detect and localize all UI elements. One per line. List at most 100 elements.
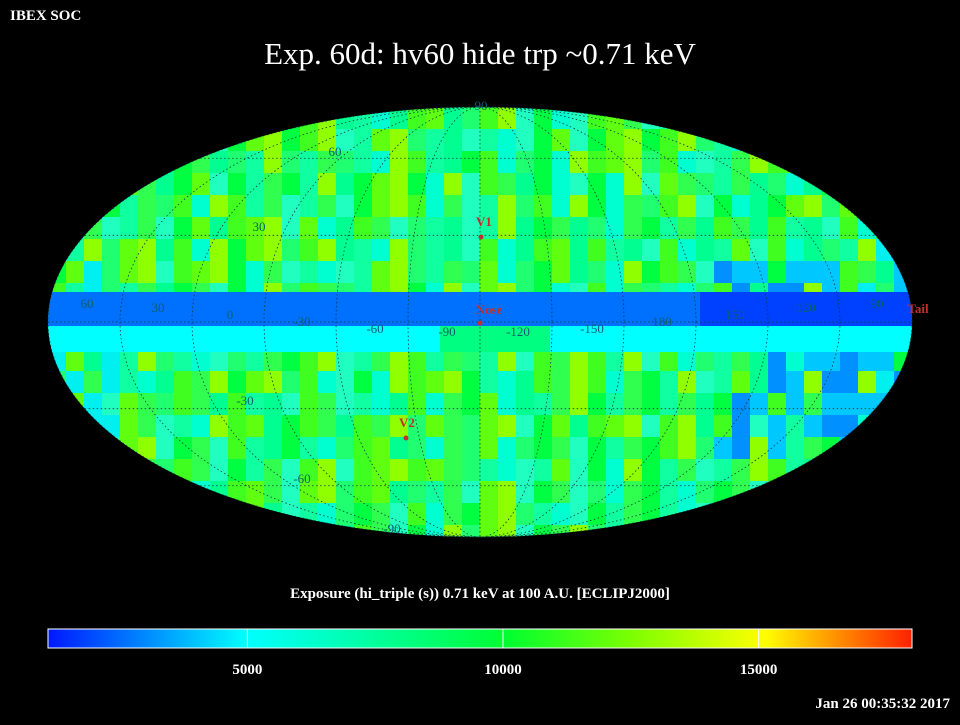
map-cell [480,173,499,196]
map-cell [714,195,733,218]
map-cell [318,503,337,526]
map-cell [336,195,355,218]
map-cell [66,107,85,130]
map-cell [570,349,589,372]
map-cell [390,415,409,438]
map-cell [534,129,553,152]
marker-dot [403,435,409,441]
map-cell [876,217,895,240]
map-cell [120,239,139,262]
map-cell [354,195,373,218]
map-cell [876,261,895,284]
map-cell [570,437,589,460]
map-cell [138,129,157,152]
map-cell [606,437,625,460]
map-cell [534,503,553,526]
map-cell [138,503,157,526]
map-cell [804,173,823,196]
map-cell [822,415,841,438]
map-cell [210,481,229,504]
map-cell [408,371,427,394]
map-cell [246,503,265,526]
map-cell [750,151,769,174]
map-cell [426,261,445,284]
map-cell [48,151,67,174]
map-cell [210,151,229,174]
map-cell [336,503,355,526]
map-cell [768,217,787,240]
map-cell [678,481,697,504]
map-cell [354,349,373,372]
map-cell [732,173,751,196]
map-cell [498,459,517,482]
map-cell [354,415,373,438]
map-cell [876,239,895,262]
map-cell [588,349,607,372]
map-cell [732,195,751,218]
map-cell [120,195,139,218]
map-cell [480,437,499,460]
map-cell [516,173,535,196]
map-cell [840,151,859,174]
map-cell [210,415,229,438]
map-cell [282,173,301,196]
map-cell [444,415,463,438]
map-cell [84,371,103,394]
map-cell [48,239,67,262]
map-cell [390,107,409,130]
map-cell [606,503,625,526]
map-cell [696,349,715,372]
map-cell [462,217,481,240]
map-cell [696,217,715,240]
map-cell [552,503,571,526]
map-cell [804,437,823,460]
map-cell [660,503,679,526]
map-cell [624,349,643,372]
map-cell [408,393,427,416]
map-cell [840,459,859,482]
map-cell [210,261,229,284]
map-cell [822,349,841,372]
map-cell [732,261,751,284]
map-cell [552,481,571,504]
map-cell [192,129,211,152]
map-cell [156,173,175,196]
map-cell [66,129,85,152]
map-cell [678,107,697,130]
map-cell [354,503,373,526]
map-cell [678,393,697,416]
map-cell [426,173,445,196]
map-cell [516,525,535,537]
map-cell [624,393,643,416]
map-cell [66,437,85,460]
map-cell [840,415,859,438]
map-cell [318,393,337,416]
map-cell [228,107,247,130]
map-cell [444,173,463,196]
map-cell [552,195,571,218]
map-cell [300,195,319,218]
longitude-label: -150 [580,321,604,336]
map-cell [192,393,211,416]
map-cell [246,173,265,196]
map-cell [228,525,247,537]
map-cell [678,217,697,240]
map-cell [408,459,427,482]
map-cell [444,129,463,152]
map-cell [390,393,409,416]
map-cell [678,173,697,196]
map-cell [300,261,319,284]
marker-dot [478,234,484,240]
map-cell [354,525,373,537]
map-cell [408,503,427,526]
map-cell [66,195,85,218]
map-cell [246,239,265,262]
map-cell [426,239,445,262]
map-cell [552,239,571,262]
map-cell [804,525,823,537]
map-cell [228,437,247,460]
map-cell [336,371,355,394]
map-cell [534,349,553,372]
map-cell [210,371,229,394]
map-cell [300,151,319,174]
